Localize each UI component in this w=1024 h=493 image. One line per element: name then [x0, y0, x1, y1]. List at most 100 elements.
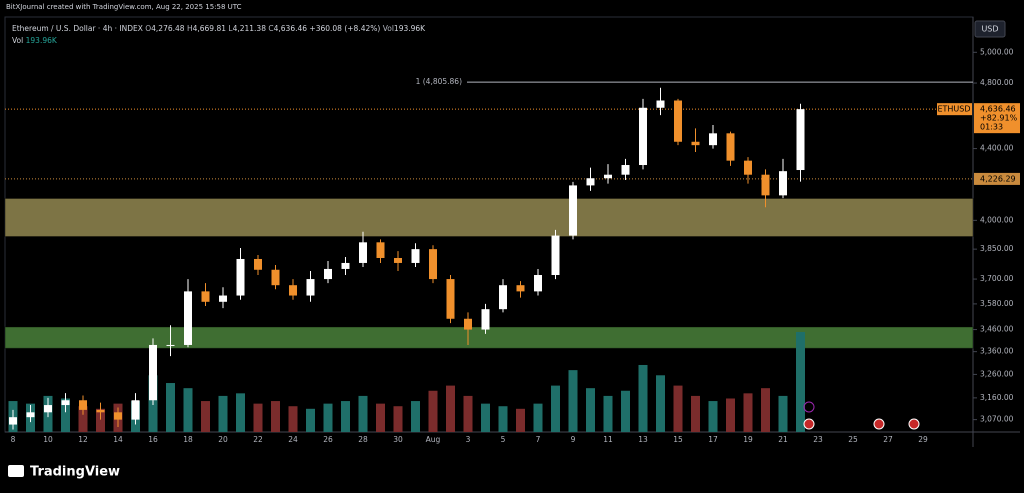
y-tick-label: 3,580.00 [980, 299, 1014, 308]
x-tick-label: 7 [536, 435, 541, 444]
volume-bar [271, 401, 280, 432]
currency-box[interactable] [974, 20, 1006, 38]
last-price: 4,636.46 [980, 105, 1016, 114]
credit: BitXJournal created with TradingView.com… [6, 3, 242, 11]
x-tick-label: 12 [78, 435, 88, 444]
x-tick-label: 23 [813, 435, 823, 444]
candle-body [551, 235, 560, 276]
candle-body [691, 141, 700, 146]
volume-bar [288, 406, 298, 432]
candle-body [411, 249, 420, 263]
y-tick-label: 4,000.00 [980, 215, 1014, 224]
x-tick-label: 18 [183, 435, 193, 444]
x-tick-label: 22 [253, 435, 263, 444]
y-tick-label: 3,850.00 [980, 244, 1014, 253]
y-tick-label: 5,000.00 [980, 47, 1014, 56]
price-box [974, 103, 1020, 134]
x-tick-label: 20 [218, 435, 228, 444]
x-tick-label: 26 [323, 435, 333, 444]
volume-bar [96, 408, 105, 432]
candle-body [324, 268, 332, 280]
volume-bar [61, 398, 70, 432]
prev-close: 4,226.29 [980, 174, 1016, 183]
volume-bar [726, 398, 735, 432]
candle-body [341, 262, 350, 269]
x-tick-label: 8 [11, 435, 16, 444]
volume-bar [498, 406, 508, 432]
event-icon[interactable] [873, 418, 885, 430]
candle-body [114, 412, 122, 420]
y-tick-label: 4,400.00 [980, 144, 1014, 153]
event-icon[interactable] [803, 418, 815, 430]
volume-bar [656, 375, 665, 432]
x-tick-label: 11 [603, 435, 613, 444]
y-tick-label: 3,160.00 [980, 393, 1014, 402]
volume-bar [78, 406, 88, 432]
x-tick-label: 14 [113, 435, 123, 444]
y-tick-label: 3,360.00 [980, 347, 1014, 356]
x-tick-label: 3 [466, 435, 471, 444]
volume-bar [603, 395, 613, 432]
candle-body [481, 309, 490, 330]
candle-body [254, 258, 262, 270]
x-tick-label: 24 [288, 435, 298, 444]
candle-body [569, 185, 577, 236]
candle-body [376, 242, 385, 258]
candle-body [394, 257, 402, 263]
candle-body [446, 279, 455, 319]
volume-bar [516, 408, 525, 432]
candle-body [604, 174, 612, 179]
volume-bar [428, 390, 438, 432]
candle-body [61, 400, 70, 406]
change: +360.08 (+8.42%) [309, 24, 380, 33]
candle-body [131, 400, 140, 420]
x-tick-label: 25 [848, 435, 858, 444]
x-tick-label: Aug [426, 435, 441, 444]
symbol: Ethereum / U.S. Dollar · 4h · INDEX [12, 24, 143, 33]
countdown: 01:33 [980, 123, 1003, 132]
candle-body [359, 242, 367, 263]
candle-body [726, 133, 735, 161]
plot: 1 (4,805.86) [4, 77, 974, 432]
l-label: L [228, 24, 233, 33]
x-tick-label: 21 [778, 435, 788, 444]
volume-bar [551, 385, 560, 432]
volume-bar [586, 388, 595, 432]
y-tick-label: 3,260.00 [980, 369, 1014, 378]
volume-bar [218, 395, 228, 432]
candle-body [9, 417, 17, 425]
vol-label: Vol [383, 24, 394, 33]
volume-bar [621, 390, 630, 432]
x-tick-label: 30 [393, 435, 403, 444]
candle-body [219, 295, 227, 302]
volume-bar [183, 388, 193, 432]
y-tick-label: 3,460.00 [980, 325, 1014, 334]
symbol-box [937, 103, 972, 116]
volume-bar [463, 395, 473, 432]
y-tick-label: 3,700.00 [980, 274, 1014, 283]
candle-body [586, 178, 595, 186]
candle-body [499, 285, 507, 310]
y-tick-label: 4,800.00 [980, 78, 1014, 87]
high-line-label: 1 (4,805.86) [416, 77, 462, 86]
high: 4,669.81 [193, 24, 227, 33]
currency[interactable]: USD [981, 25, 998, 34]
event-icons [803, 401, 920, 430]
last-change: +82.91% [980, 114, 1018, 123]
candle-body [464, 318, 472, 330]
volume-bar [533, 403, 543, 432]
x-tick-label: 19 [743, 435, 753, 444]
candle-body [26, 412, 35, 418]
brand-logo [8, 465, 24, 477]
candle-body [44, 405, 52, 413]
x-tick-label: 28 [358, 435, 368, 444]
x-tick-label: 27 [883, 435, 893, 444]
event-icon[interactable] [803, 401, 815, 413]
candle-body [79, 400, 87, 410]
x-tick-label: 13 [638, 435, 648, 444]
volume-bar [376, 403, 385, 432]
event-icon[interactable] [908, 418, 920, 430]
volume-bar [358, 395, 368, 432]
candle-body [429, 249, 437, 280]
